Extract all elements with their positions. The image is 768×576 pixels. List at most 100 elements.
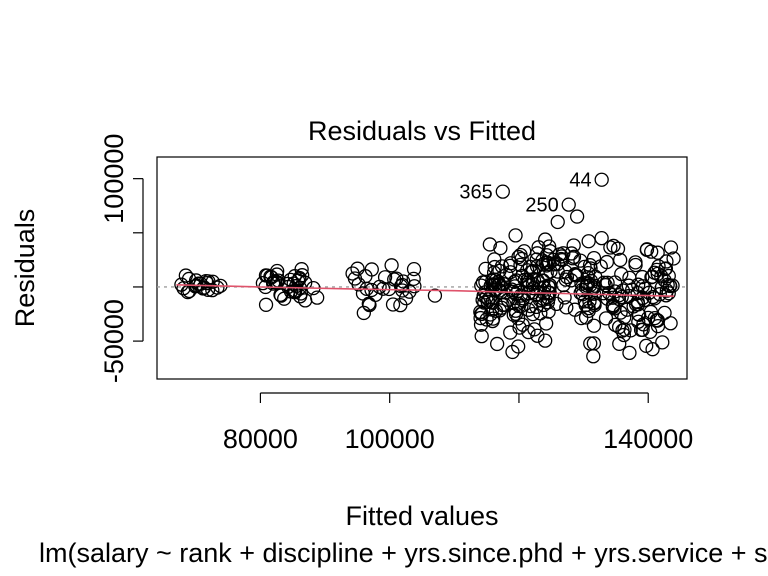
data-point xyxy=(654,280,670,295)
data-point xyxy=(490,336,505,352)
data-point xyxy=(650,245,665,260)
data-point xyxy=(474,328,489,344)
data-point xyxy=(587,296,602,311)
data-point xyxy=(508,228,523,243)
data-point xyxy=(513,288,528,303)
data-point xyxy=(283,284,299,299)
data-point xyxy=(540,255,555,270)
data-point xyxy=(610,241,626,256)
data-point xyxy=(515,268,530,284)
data-point xyxy=(631,314,646,329)
data-point xyxy=(310,290,325,305)
data-point xyxy=(289,278,304,294)
data-point xyxy=(583,277,598,293)
data-point xyxy=(478,261,493,277)
data-point xyxy=(540,295,556,310)
data-point xyxy=(605,290,620,305)
data-point xyxy=(502,258,518,273)
data-point xyxy=(628,257,643,273)
data-point xyxy=(657,261,673,277)
point-label: 365 xyxy=(459,182,492,204)
data-point xyxy=(647,291,662,306)
data-point xyxy=(599,254,615,270)
data-point xyxy=(486,272,502,287)
data-point xyxy=(538,333,553,348)
data-point xyxy=(633,322,649,338)
x-tick-label: 80000 xyxy=(223,424,298,454)
data-point xyxy=(586,349,601,364)
data-point xyxy=(643,304,659,320)
data-point xyxy=(350,261,365,276)
data-point xyxy=(650,318,666,334)
data-point xyxy=(594,231,609,246)
data-point xyxy=(525,276,541,292)
data-point xyxy=(406,271,421,287)
data-point xyxy=(479,312,494,327)
x-axis-label: Fitted values xyxy=(345,501,498,531)
data-point xyxy=(287,269,302,284)
data-point xyxy=(581,234,596,249)
x-tick-label: 140000 xyxy=(603,424,693,454)
data-point xyxy=(511,339,526,354)
data-point xyxy=(402,284,417,299)
data-point xyxy=(481,292,496,307)
data-point xyxy=(384,258,399,273)
data-point xyxy=(525,306,540,322)
data-point xyxy=(345,266,360,281)
data-point xyxy=(485,295,500,310)
data-point xyxy=(486,265,502,280)
data-point xyxy=(532,281,548,296)
data-point xyxy=(506,295,521,311)
data-point xyxy=(372,279,387,295)
data-point xyxy=(578,310,594,325)
data-point xyxy=(512,320,527,335)
data-point xyxy=(295,268,310,283)
data-point xyxy=(649,262,664,278)
data-point xyxy=(486,311,501,326)
data-point xyxy=(617,310,632,325)
data-point xyxy=(655,335,670,350)
data-point xyxy=(583,261,598,276)
data-point xyxy=(503,325,518,340)
data-point xyxy=(645,289,661,305)
data-point xyxy=(615,283,631,298)
data-point xyxy=(657,305,672,321)
y-axis: -50000 100000 xyxy=(99,134,144,383)
data-point xyxy=(631,297,646,312)
data-point xyxy=(495,184,510,199)
data-point xyxy=(600,291,615,306)
data-point xyxy=(356,305,371,321)
plot-frame xyxy=(156,156,688,380)
data-point xyxy=(625,282,640,297)
data-point xyxy=(385,297,401,312)
data-point xyxy=(663,240,679,255)
data-point xyxy=(550,214,565,230)
data-point xyxy=(427,288,443,303)
data-point xyxy=(608,317,623,333)
data-point xyxy=(639,338,654,353)
data-point xyxy=(612,336,627,351)
data-point xyxy=(477,295,492,310)
point-label: 250 xyxy=(525,195,558,217)
data-point xyxy=(351,277,366,292)
data-point xyxy=(661,268,676,284)
data-point xyxy=(487,277,502,292)
data-point xyxy=(191,276,206,291)
data-point xyxy=(577,259,592,274)
x-tick-label: 100000 xyxy=(345,424,435,454)
data-point xyxy=(566,238,581,253)
y-tick-label: 100000 xyxy=(99,134,129,224)
data-point xyxy=(561,197,576,212)
y-tick-label: -50000 xyxy=(99,299,129,383)
data-point xyxy=(550,256,566,272)
data-point xyxy=(364,262,379,277)
data-point xyxy=(644,270,659,285)
data-point xyxy=(495,297,510,313)
data-point xyxy=(542,239,557,254)
data-point xyxy=(527,322,542,337)
data-point xyxy=(407,279,422,294)
data-point xyxy=(398,291,414,306)
y-axis-label: Residuals xyxy=(10,209,40,328)
point-label: 44 xyxy=(569,170,591,192)
